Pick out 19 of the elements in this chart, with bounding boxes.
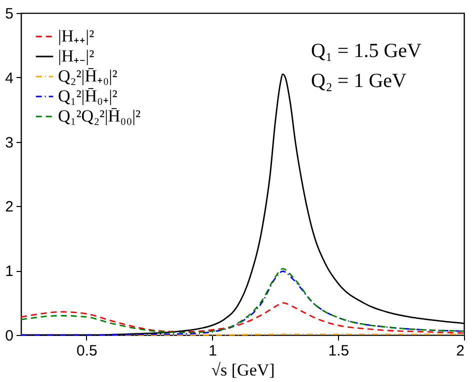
x-tick-label: 1 — [208, 342, 217, 360]
annotation: Q₁ = 1.5 GeV — [311, 40, 422, 62]
y-tick-label: 5 — [5, 6, 14, 22]
legend-label: Q₂²|H̄₊₀|² — [58, 66, 118, 86]
y-tick-label: 1 — [5, 263, 14, 280]
y-tick-label: 2 — [5, 198, 14, 216]
x-axis-title: √s [GeV] — [211, 360, 275, 380]
line-series — [20, 302, 465, 334]
legend-label: Q₁²Q₂²|H̄₀₀|² — [58, 106, 141, 126]
x-tick-label: 0.5 — [76, 342, 98, 360]
x-tick-label: 2 — [456, 342, 464, 360]
legend-label: Q₁²|H̄₀₊|² — [58, 86, 118, 106]
y-tick-label: 0 — [5, 328, 14, 344]
y-tick-label: 4 — [5, 70, 14, 87]
legend-label: |H₊₊|² — [58, 26, 94, 46]
annotation: Q₂ = 1 GeV — [311, 70, 408, 92]
x-tick-label: 1.5 — [328, 342, 350, 360]
y-tick-label: 3 — [5, 134, 14, 152]
legend-label: |H₊₋|² — [58, 46, 94, 66]
